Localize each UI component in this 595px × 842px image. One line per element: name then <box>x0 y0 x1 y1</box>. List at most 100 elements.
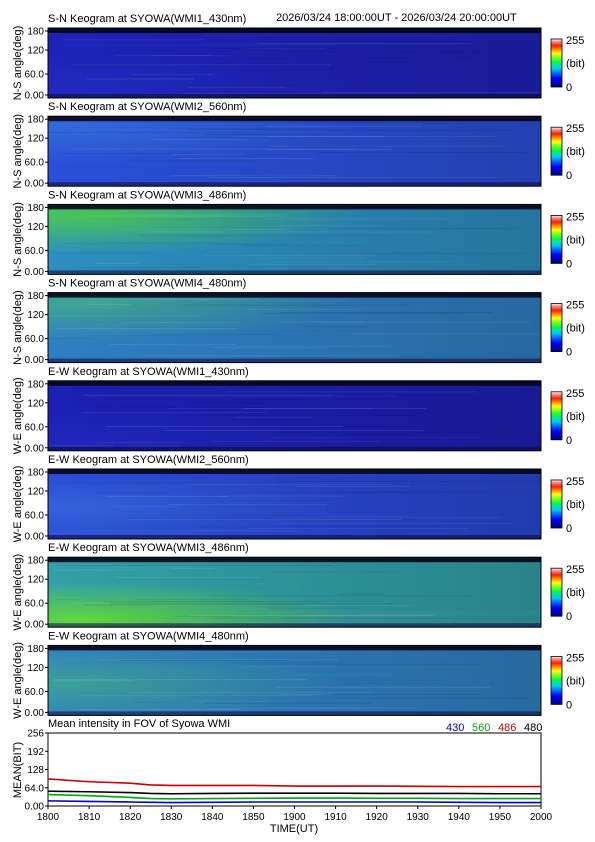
y-tick-label: 180 <box>27 644 44 655</box>
keogram-panel: S-N Keogram at SYOWA(WMI3_486nm) 180 120 60… <box>12 189 585 278</box>
colorbar-unit: (bit) <box>566 499 585 511</box>
y-tick-label: 0.00 <box>25 355 45 366</box>
keogram-y-label: W-E angle(deg) <box>12 466 24 543</box>
colorbar <box>550 214 563 264</box>
y-tick-label: 120 <box>27 134 44 145</box>
x-tick-label: 1850 <box>242 812 265 823</box>
colorbar-min: 0 <box>566 258 572 270</box>
y-tick-label: 120 <box>27 310 44 321</box>
series-line-560 <box>47 793 541 800</box>
keogram-panel: E-W Keogram at SYOWA(WMI3_486nm) 180 120 60… <box>12 542 585 631</box>
y-tick-label: 60.0 <box>25 599 45 610</box>
legend-entry-560: 560 <box>472 722 490 734</box>
y-tick-label: 192 <box>27 747 44 758</box>
colorbar-max: 255 <box>566 211 584 223</box>
y-tick-label: 120 <box>27 487 44 498</box>
y-tick-label: 60.0 <box>25 246 45 257</box>
keogram-y-label: W-E angle(deg) <box>12 642 24 719</box>
y-tick-label: 180 <box>27 291 44 302</box>
colorbar-max: 255 <box>566 564 584 576</box>
y-tick-label: 120 <box>27 575 44 586</box>
y-tick-label: 60.0 <box>25 158 45 169</box>
colorbar <box>550 303 563 353</box>
x-tick-label: 1930 <box>407 812 430 823</box>
series-line-480 <box>47 790 541 795</box>
keogram-title: S-N Keogram at SYOWA(WMI4_480nm) <box>48 278 246 290</box>
colorbar-max: 255 <box>566 123 584 135</box>
keogram-title: S-N Keogram at SYOWA(WMI3_486nm) <box>48 189 246 201</box>
keogram-title: E-W Keogram at SYOWA(WMI2_560nm) <box>48 454 249 466</box>
y-tick-label: 0.00 <box>25 91 45 102</box>
keogram-title: E-W Keogram at SYOWA(WMI1_430nm) <box>48 366 249 378</box>
keogram-title: E-W Keogram at SYOWA(WMI3_486nm) <box>48 542 249 554</box>
colorbar-unit: (bit) <box>566 587 585 599</box>
keogram-panel: S-N Keogram at SYOWA(WMI1_430nm) 180 120 60… <box>12 13 585 102</box>
y-tick-label: 120 <box>27 222 44 233</box>
keogram-y-label: W-E angle(deg) <box>12 377 24 454</box>
keogram-title: S-N Keogram at SYOWA(WMI2_560nm) <box>48 101 246 113</box>
legend-entry-486: 486 <box>498 722 516 734</box>
x-tick-label: 1910 <box>324 812 347 823</box>
mean-intensity-chart: Mean intensity in FOV of Syowa WMI 430 56… <box>12 718 553 835</box>
x-tick-label: 1840 <box>201 812 224 823</box>
chart-plot-area <box>47 732 542 807</box>
y-tick-label: 180 <box>27 203 44 214</box>
colorbar-max: 255 <box>566 652 584 664</box>
x-tick-label: 1900 <box>283 812 306 823</box>
colorbar <box>550 391 563 441</box>
colorbar-unit: (bit) <box>566 675 585 687</box>
colorbar-max: 255 <box>566 300 584 312</box>
colorbar <box>550 656 563 705</box>
legend-entry-480: 480 <box>524 722 542 734</box>
x-tick-label: 1940 <box>448 812 471 823</box>
colorbar-min: 0 <box>566 82 572 94</box>
colorbar-max: 255 <box>566 388 584 400</box>
x-tick-label: 1920 <box>366 812 389 823</box>
y-tick-label: 0.00 <box>25 708 45 719</box>
colorbar-min: 0 <box>566 347 572 359</box>
y-tick-label: 60.0 <box>25 70 45 81</box>
x-tick-label: 1820 <box>119 812 142 823</box>
y-tick-label: 60.0 <box>25 511 45 522</box>
x-tick-label: 1950 <box>489 812 512 823</box>
colorbar-min: 0 <box>566 435 572 447</box>
colorbar <box>550 126 563 176</box>
keogram-y-label: N-S angle(deg) <box>12 114 24 189</box>
keogram-panel: S-N Keogram at SYOWA(WMI2_560nm) 180 120 60… <box>12 101 585 190</box>
colorbar-max: 255 <box>566 476 584 488</box>
y-axis-label: MEAN(BIT) <box>12 742 24 798</box>
keogram-y-label: W-E angle(deg) <box>12 554 24 631</box>
y-tick-label: 128 <box>27 765 44 776</box>
chart-legend: 430 560 486 480 <box>446 722 542 734</box>
y-tick-label: 180 <box>27 27 44 38</box>
y-tick-label: 0.00 <box>25 620 45 631</box>
keogram-y-label: N-S angle(deg) <box>12 26 24 101</box>
keogram-panel: S-N Keogram at SYOWA(WMI4_480nm) 180 120 60… <box>12 278 585 367</box>
x-tick-label: 2000 <box>530 812 553 823</box>
colorbar <box>550 38 563 88</box>
colorbar-unit: (bit) <box>566 323 585 335</box>
time-range: 2026/03/24 18:00:00UT - 2026/03/24 20:00… <box>276 12 517 24</box>
colorbar-unit: (bit) <box>566 146 585 158</box>
y-tick-label: 0.00 <box>25 802 45 813</box>
y-tick-label: 180 <box>27 556 44 567</box>
series-line-486 <box>47 778 541 788</box>
colorbar-min: 0 <box>566 611 572 623</box>
colorbar-min: 0 <box>566 170 572 182</box>
x-tick-label: 1810 <box>78 812 101 823</box>
y-tick-label: 120 <box>27 398 44 409</box>
y-tick-label: 180 <box>27 379 44 390</box>
legend-entry-430: 430 <box>446 722 464 734</box>
chart-title: Mean intensity in FOV of Syowa WMI <box>48 718 230 730</box>
y-tick-label: 0.00 <box>25 267 45 278</box>
colorbar <box>550 567 563 617</box>
y-tick-label: 0.00 <box>25 532 45 543</box>
y-tick-label: 0.00 <box>25 179 45 190</box>
keogram-y-label: N-S angle(deg) <box>12 290 24 365</box>
colorbar <box>550 479 563 529</box>
y-tick-label: 180 <box>27 468 44 479</box>
x-tick-label: 1830 <box>160 812 183 823</box>
x-tick-label: 1800 <box>37 812 60 823</box>
colorbar-min: 0 <box>566 523 572 535</box>
